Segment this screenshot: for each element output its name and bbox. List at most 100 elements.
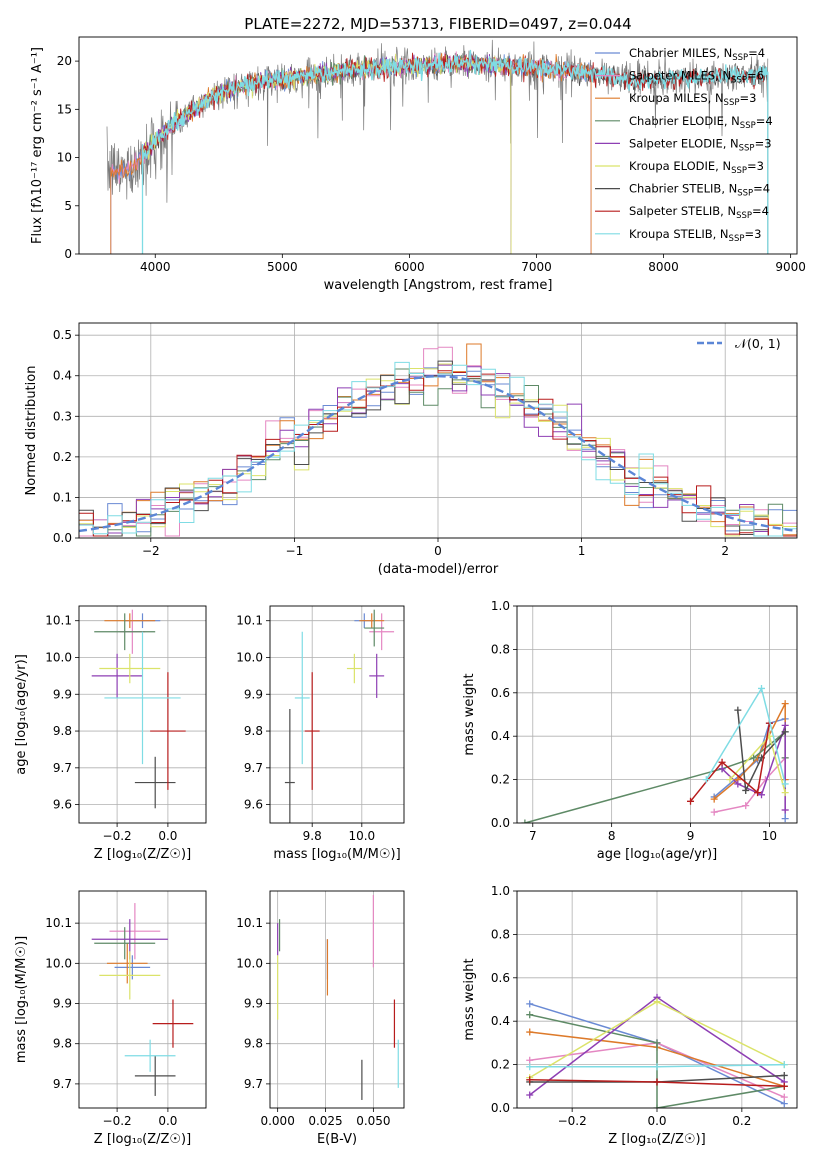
plot-area [106, 39, 769, 254]
y-tick-label: 20 [57, 54, 72, 68]
weight-marker [526, 1011, 534, 1019]
x-tick-label: 0.050 [356, 1114, 390, 1128]
x-tick-label: 5000 [267, 260, 298, 274]
histogram-salpeter-miles [79, 346, 797, 537]
axes-frame [516, 890, 798, 1109]
plot-area [277, 895, 399, 1100]
errorbar-chabrier-stelib [134, 756, 176, 809]
y-tick-label: 9.7 [53, 761, 72, 775]
legend-entry: Salpeter ELODIE, NSSP=3 [629, 136, 772, 153]
y-tick-label: 0 [64, 247, 72, 261]
y-tick-label: 10.1 [45, 614, 72, 628]
errorbar-salpeter-elodie [91, 653, 143, 698]
y-axis-label: Flux [fλ10⁻¹⁷ erg cm⁻² s⁻¹ A⁻¹] [30, 47, 45, 244]
x-tick-label: 4000 [140, 260, 171, 274]
errorbar-salpeter-stelib [150, 672, 186, 790]
x-tick-label: −0.2 [103, 829, 132, 843]
normal-curve-line [79, 374, 797, 533]
y-axis-label: age [log₁₀(age/yr)] [14, 654, 29, 775]
axes-frame [78, 605, 207, 824]
weight-marker [653, 998, 661, 1006]
x-tick-label: 7 [529, 829, 537, 843]
weight-marker [780, 1082, 788, 1090]
legend-subscript: SSP [724, 98, 740, 108]
y-tick-label: 9.8 [53, 1037, 72, 1051]
axes-frame [78, 36, 798, 255]
weight-marker [653, 1078, 661, 1086]
y-tick-label: 0.2 [53, 450, 72, 464]
x-tick-label: 9.8 [303, 829, 322, 843]
ticks: 9.8 10.0 9.6 9.7 9.8 9.9 10.0 10.1 [236, 614, 375, 843]
x-tick-label: 9 [687, 829, 695, 843]
plot-area [91, 903, 194, 1096]
weight-marker [653, 1039, 661, 1047]
model-line-kroupa-stelib [141, 49, 769, 254]
y-tick-label: 9.9 [53, 687, 72, 701]
legend-subscript: SSP [736, 211, 752, 221]
y-tick-label: 9.7 [53, 1077, 72, 1091]
legend-count: =3 [747, 159, 764, 173]
weight-marker [687, 797, 695, 805]
x-tick-label: 9000 [775, 260, 806, 274]
panel-3: −0.2 0.0 9.6 9.7 9.8 9.9 10.0 10.1 Z [log₁₀(Z/Z☉… [14, 605, 207, 862]
plot-area [91, 609, 186, 809]
ticks: −2 −1 0 1 2 0.0 0.1 0.2 0.3 0.4 0.5 [53, 328, 729, 558]
x-tick-label: −1 [286, 544, 304, 558]
y-tick-label: 10.1 [236, 916, 263, 930]
x-tick-label: 2 [721, 544, 729, 558]
panel-4: 9.8 10.0 9.6 9.7 9.8 9.9 10.0 10.1 mass [log₁₀(M… [236, 605, 405, 862]
weight-line-chabrier-elodie [529, 1013, 785, 1108]
y-tick-label: 0.8 [491, 927, 510, 941]
legend-subscript: SSP [739, 143, 755, 153]
panel-2: −2 −1 0 1 2 0.0 0.1 0.2 0.3 0.4 0.5 (data-model)/er… [24, 322, 798, 577]
legend-count: =3 [739, 91, 756, 105]
weight-marker [781, 700, 789, 708]
y-tick-label: 0.6 [491, 971, 510, 985]
x-tick-label: 0.025 [308, 1114, 342, 1128]
axes-frame [516, 605, 798, 824]
y-tick-label: 0.0 [53, 531, 72, 545]
legend-subscript: SSP [731, 166, 747, 176]
panel-7: 0.000 0.025 0.050 9.7 9.8 9.9 10.0 10.1 E(B-V) [236, 890, 405, 1147]
legend-entry: Chabrier STELIB, NSSP=4 [629, 182, 770, 199]
weight-marker [780, 1071, 788, 1079]
y-tick-label: 9.6 [244, 798, 263, 812]
legend-subscript: SSP [737, 189, 753, 199]
errorbar-kroupa-stelib [104, 631, 181, 765]
weight-marker [653, 1104, 661, 1108]
errorbar-chabrier-elodie [94, 613, 156, 651]
errorbar-chabrier-elodie [364, 609, 385, 647]
weight-marker [781, 721, 789, 729]
x-axis-label: age [log₁₀(age/yr)] [597, 847, 718, 862]
weight-marker [653, 1063, 661, 1071]
errorbar-chabrier-stelib [284, 708, 295, 823]
x-axis-label: Z [log₁₀(Z/Z☉)] [94, 1132, 191, 1147]
y-tick-label: 9.6 [53, 798, 72, 812]
x-tick-label: 0.000 [260, 1114, 294, 1128]
legend-name: Chabrier MILES, N [629, 46, 732, 60]
y-tick-label: 1.0 [491, 599, 510, 613]
y-axis-label: mass weight [462, 673, 477, 755]
x-tick-label: 0.0 [158, 829, 177, 843]
y-tick-label: 1.0 [491, 884, 510, 898]
plot-area [284, 609, 395, 823]
axes-frame [269, 890, 405, 1109]
x-tick-label: 10.0 [348, 829, 375, 843]
weight-marker [781, 815, 789, 823]
weight-marker [526, 1028, 534, 1036]
errorbar-salpeter-miles [109, 903, 161, 960]
y-axis-label: Normed distribution [24, 366, 39, 496]
legend-entry: Salpeter MILES, NSSP=6 [629, 69, 764, 86]
weight-marker [742, 786, 750, 794]
legend-name: Salpeter MILES, N [629, 69, 731, 83]
legend-name: Kroupa STELIB, N [629, 227, 729, 241]
x-tick-label: 6000 [394, 260, 425, 274]
weight-marker [758, 684, 766, 692]
weight-marker [742, 802, 750, 810]
errorbar-kroupa-elodie [99, 653, 161, 684]
y-tick-label: 10.1 [236, 614, 263, 628]
legend-entry: Kroupa MILES, NSSP=3 [629, 91, 756, 108]
y-tick-label: 10.1 [45, 916, 72, 930]
legend-name: Chabrier ELODIE, N [629, 114, 740, 128]
